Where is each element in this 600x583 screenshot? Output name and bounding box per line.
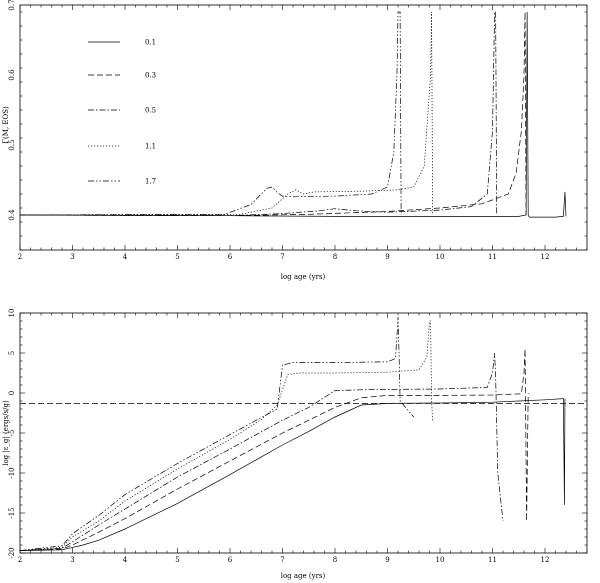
series-line-0-3 (19, 348, 529, 551)
plot-frame-bottom (19, 312, 588, 554)
series-layer-top (19, 11, 567, 218)
x-tick-label: 11 (488, 253, 497, 261)
legend-label: 1.7 (145, 178, 156, 186)
x-tick-label: 7 (280, 556, 284, 564)
x-axis-label-bottom: log age (yrs) (281, 572, 326, 580)
x-tick-label: 12 (541, 556, 550, 564)
series-line-0-1 (19, 398, 566, 551)
x-tick-label: 8 (333, 556, 337, 564)
x-tick-label: 5 (175, 253, 179, 261)
y-tick-label: 10 (8, 309, 16, 318)
legend-label: 0.1 (145, 39, 156, 47)
x-tick-label: 4 (123, 253, 128, 261)
x-ticks-top: 2 3 4 5 6 7 8 9 10 11 12 (18, 5, 588, 261)
y-tick-label: 0.7 (8, 0, 16, 11)
legend-top: 0.1 0.3 0.5 1.1 1.7 (88, 39, 156, 186)
x-tick-label: 8 (333, 253, 337, 261)
x-tick-label: 12 (541, 253, 550, 261)
y-tick-label: 5 (8, 351, 16, 355)
x-tick-label: 6 (228, 253, 233, 261)
x-tick-label: 2 (18, 556, 22, 564)
y-axis-label-top: Γ(M, EOS) (2, 106, 10, 144)
panel-top: 0.4 0.5 0.6 0.7 2 3 4 5 6 7 8 9 10 11 12 0.1 0.3 0.5 1.1… (2, 0, 588, 281)
x-tick-label: 5 (175, 556, 179, 564)
y-tick-label: -15 (8, 507, 16, 518)
panel-bottom: -20 -15 -10 -5 0 5 10 2 3 4 5 6 7 8 9 10 11 12 log age (… (2, 309, 588, 580)
series-line-0-3 (19, 11, 527, 217)
y-ticks-top: 0.4 0.5 0.6 0.7 (8, 0, 587, 251)
legend-label: 1.1 (145, 143, 156, 151)
legend-label: 0.3 (145, 72, 156, 80)
series-line-0-5 (19, 352, 504, 551)
x-tick-label: 3 (70, 253, 74, 261)
x-tick-label: 3 (70, 556, 74, 564)
legend-label: 0.5 (145, 107, 156, 115)
series-line-0-1 (19, 11, 567, 218)
x-tick-label: 9 (385, 253, 389, 261)
series-line-0-5 (19, 11, 498, 217)
x-ticks-bottom: 2 3 4 5 6 7 8 9 10 11 12 (18, 313, 588, 564)
y-tick-label: 0.6 (8, 69, 16, 81)
x-tick-label: 2 (18, 253, 22, 261)
x-tick-label: 9 (385, 556, 389, 564)
y-tick-label: -10 (8, 467, 16, 478)
series-line-1-7 (19, 11, 402, 216)
y-axis-label-bottom: log |ε_g| (ergs/s/g) (2, 400, 10, 466)
x-tick-label: 7 (280, 253, 284, 261)
series-line-1-1 (19, 11, 433, 216)
x-tick-label: 11 (488, 556, 497, 564)
series-line-1-7 (19, 316, 415, 551)
y-tick-label: 0 (8, 391, 16, 395)
y-tick-label: 0.5 (8, 139, 16, 150)
series-line-1-1 (19, 320, 433, 551)
x-tick-label: 6 (228, 556, 233, 564)
x-tick-label: 4 (123, 556, 128, 564)
y-tick-label: -5 (8, 430, 16, 437)
x-tick-label: 10 (436, 253, 445, 261)
y-tick-label: 0.4 (8, 209, 16, 221)
series-layer-bottom (19, 316, 566, 551)
x-axis-label-top: log age (yrs) (281, 273, 326, 281)
y-ticks-bottom: -20 -15 -10 -5 0 5 10 (8, 309, 587, 559)
x-tick-label: 10 (436, 556, 445, 564)
y-tick-label: -20 (8, 547, 16, 558)
